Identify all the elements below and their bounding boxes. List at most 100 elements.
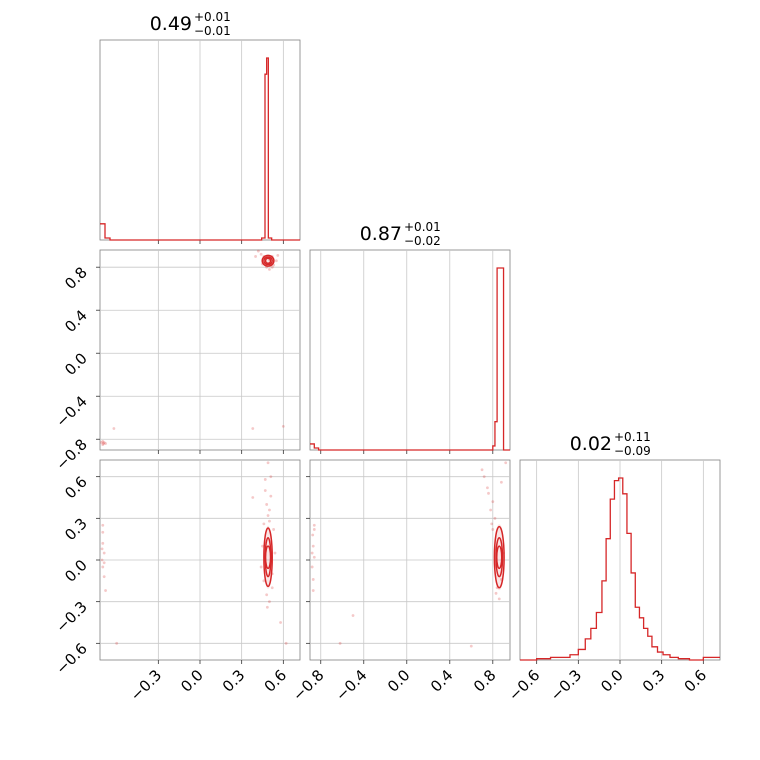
scatter-point [504, 461, 508, 465]
scatter-point [101, 439, 105, 443]
scatter-point [311, 578, 315, 581]
scatter-point [102, 442, 105, 445]
scatter-point [279, 621, 282, 624]
scatter-point [265, 593, 269, 597]
scatter-point [497, 597, 501, 601]
panel-title-lower-error: −0.09 [614, 444, 651, 458]
scatter-point [259, 252, 263, 256]
x-tick-label: 0.6 [681, 666, 711, 696]
x-tick-label: 0.6 [261, 666, 291, 696]
panel-title-upper-error: +0.11 [614, 430, 651, 444]
scatter-point [269, 475, 273, 479]
y-tick-label: −0.4 [52, 392, 90, 430]
scatter-point [312, 523, 316, 527]
scatter-point [265, 605, 269, 609]
y-tick-label: 0.3 [61, 514, 91, 544]
scatter-point [312, 528, 316, 531]
scatter-point [256, 249, 260, 253]
density-contour [495, 537, 504, 578]
x-tick-label: 0.4 [427, 666, 457, 696]
x-tick-label: 0.0 [177, 666, 207, 696]
scatter-point [263, 478, 267, 481]
x-tick-label: 0.0 [384, 666, 414, 696]
density-contour [264, 257, 272, 265]
histogram-panel-1: 0.49 +0.01−0.01 [99, 10, 301, 244]
y-tick-label: 0.0 [61, 349, 91, 379]
scatter-point [281, 424, 285, 428]
panel-background [309, 249, 511, 451]
scatter-point [101, 565, 105, 569]
scatter-point [102, 441, 106, 444]
scatter-point [274, 259, 278, 263]
x-tick-label: 0.3 [219, 666, 249, 696]
scatter-point [102, 561, 106, 565]
scatter-point [269, 494, 273, 498]
x-tick-label: 0.8 [470, 666, 500, 696]
scatter-point [494, 591, 498, 595]
scatter-point [100, 558, 104, 562]
density-contour [263, 527, 273, 588]
scatter-point [491, 500, 495, 504]
scatter-point [251, 427, 255, 430]
scatter-point [310, 551, 314, 555]
x-tick-label: −0.6 [505, 666, 543, 704]
scatter-point [351, 614, 355, 617]
scatter-point [262, 522, 266, 526]
scatter-point [273, 551, 277, 555]
x-tick-label: −0.3 [127, 666, 165, 704]
scatter-point [311, 533, 315, 537]
histogram-panel-2: 0.87 +0.01−0.02 [309, 220, 511, 454]
scatter-point [310, 565, 314, 569]
scatter-point [311, 589, 315, 592]
scatter-point [268, 267, 271, 271]
x-tick-label: 0.0 [597, 666, 627, 696]
scatter-point [102, 575, 106, 579]
y-tick-label: −0.6 [52, 639, 90, 677]
x-tick-label: −0.8 [289, 666, 327, 704]
panel-title-lower-error: −0.01 [194, 24, 231, 38]
y-tick-label: 0.4 [61, 306, 91, 336]
scatter-point [101, 443, 105, 447]
scatter-point [99, 441, 103, 444]
scatter-point [270, 265, 274, 269]
scatter-point [261, 544, 264, 548]
scatter-point [101, 530, 105, 534]
scatter-point [112, 427, 116, 430]
panel-title-median: 0.87 [360, 223, 402, 245]
scatter-point [311, 544, 315, 548]
scatter-point [265, 503, 269, 506]
x-tick-label: 0.3 [639, 666, 669, 696]
density-contour [264, 537, 272, 578]
scatter-point [101, 541, 105, 545]
scatter-point [482, 475, 486, 479]
scatter-panel-2 [96, 459, 301, 664]
scatter-point [115, 641, 119, 645]
x-tick-label: −0.3 [547, 666, 585, 704]
scatter-point [100, 547, 104, 551]
scatter-panel-3 [306, 459, 511, 664]
scatter-point [491, 528, 495, 531]
panel-title-lower-error: −0.02 [404, 234, 441, 248]
y-tick-label: 0.6 [61, 473, 91, 503]
scatter-point [276, 253, 280, 257]
x-tick-label: −0.4 [332, 666, 370, 704]
scatter-point [268, 508, 271, 512]
histogram-step-line [100, 57, 300, 241]
scatter-point [284, 641, 288, 645]
scatter-point [266, 514, 270, 517]
scatter-point [268, 519, 271, 523]
scatter-point [312, 555, 316, 559]
scatter-point [266, 461, 270, 465]
scatter-panel-1 [96, 249, 301, 454]
panel-title-upper-error: +0.01 [404, 220, 441, 234]
scatter-point [263, 489, 267, 492]
scatter-point [480, 468, 484, 472]
scatter-point [489, 508, 493, 512]
scatter-point [486, 486, 489, 490]
density-contour [263, 256, 273, 266]
scatter-point [270, 586, 274, 590]
density-fill [493, 524, 505, 591]
y-tick-label: 0.0 [61, 556, 91, 586]
panel-title-median: 0.02 [570, 433, 612, 455]
